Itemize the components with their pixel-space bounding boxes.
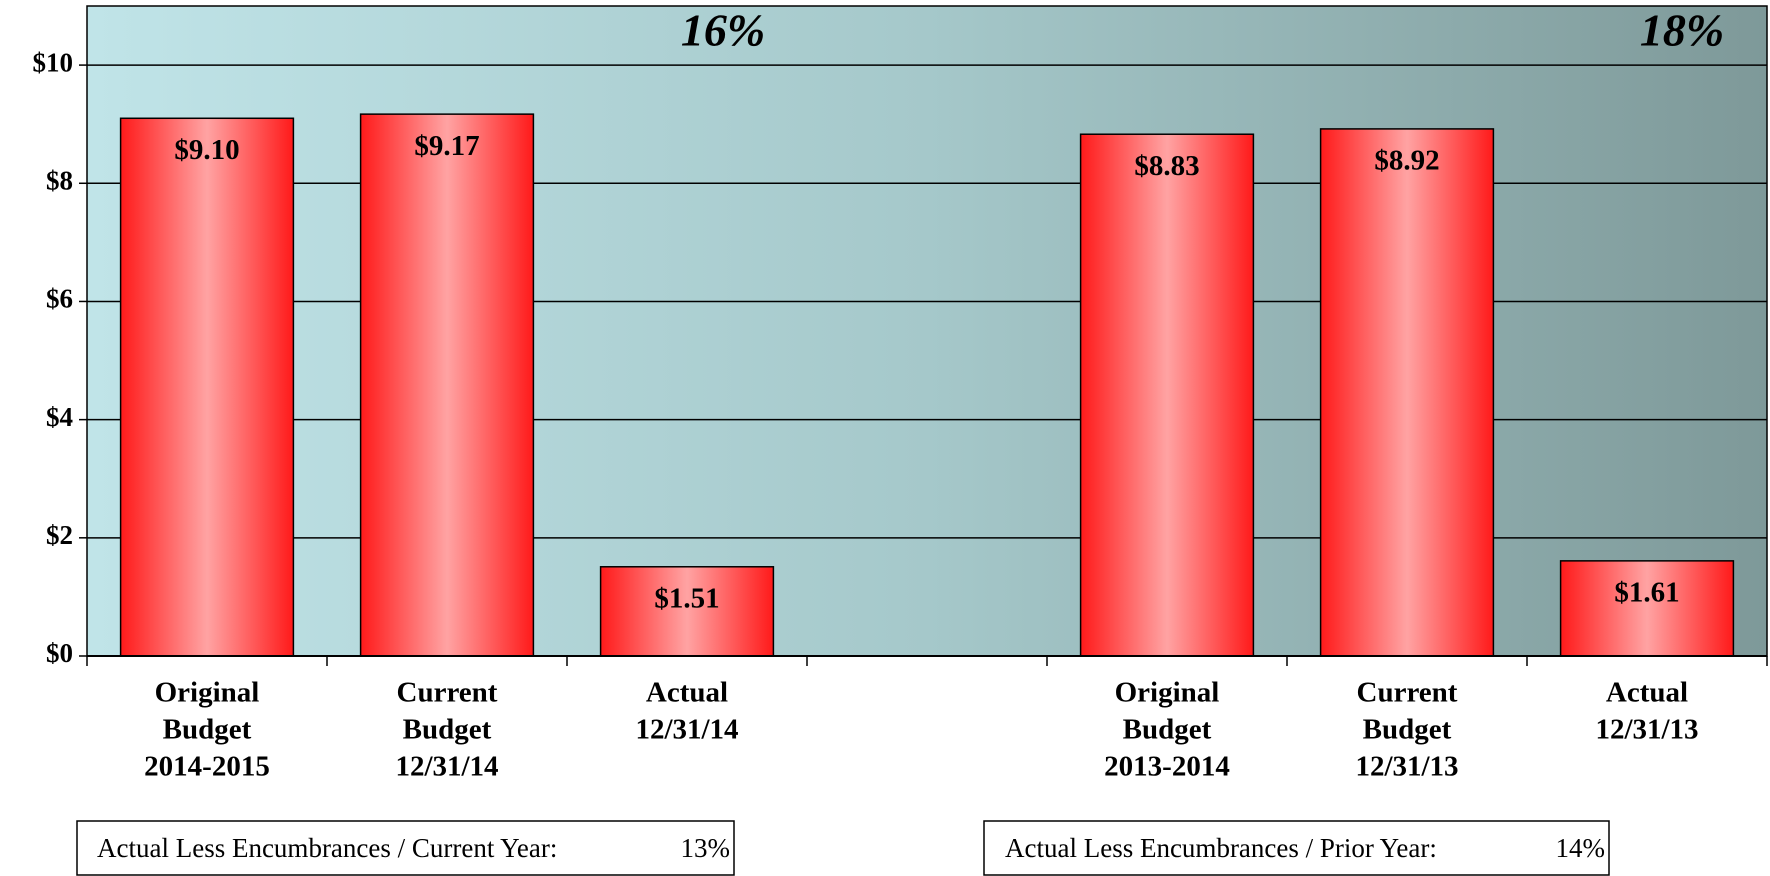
x-tick-label: 2013-2014: [1104, 751, 1230, 783]
value-label: $1.61: [1614, 577, 1679, 609]
x-tick-label: Current: [1357, 677, 1458, 709]
note-value: 13%: [681, 833, 731, 863]
y-tick-label: $6: [46, 284, 73, 314]
value-label: $9.10: [174, 134, 239, 166]
x-tick-label: Actual: [1606, 677, 1688, 709]
x-tick-label: 12/31/13: [1355, 751, 1458, 783]
x-tick-label: Budget: [403, 714, 492, 746]
x-tick-label: 2014-2015: [144, 751, 270, 783]
x-tick-label: 12/31/13: [1595, 714, 1698, 746]
x-tick-label: Original: [155, 677, 260, 709]
y-tick-label: $0: [46, 638, 73, 668]
x-tick-label: Current: [397, 677, 498, 709]
x-tick-label: Budget: [1363, 714, 1452, 746]
x-tick-label: Budget: [163, 714, 252, 746]
note-label: Actual Less Encumbrances / Current Year:: [97, 833, 557, 863]
y-tick-label: $4: [46, 402, 73, 432]
note-box: [983, 820, 1610, 876]
note-box: [76, 820, 735, 876]
x-tick-label: Original: [1115, 677, 1220, 709]
x-tick-label: 12/31/14: [395, 751, 498, 783]
value-label: $8.92: [1374, 145, 1439, 177]
bar: [1079, 133, 1255, 657]
y-tick-label: $10: [33, 47, 74, 77]
x-tick-label: 12/31/14: [635, 714, 738, 746]
annotation: 16%: [681, 5, 765, 56]
note-label: Actual Less Encumbrances / Prior Year:: [1005, 833, 1437, 863]
bar: [119, 117, 295, 657]
value-label: $8.83: [1134, 150, 1199, 182]
y-tick-label: $8: [46, 165, 73, 195]
x-tick-label: Actual: [646, 677, 728, 709]
y-tick-label: $2: [46, 520, 73, 550]
x-tick-label: Budget: [1123, 714, 1212, 746]
bar: [1319, 128, 1495, 657]
bar: [1559, 560, 1735, 657]
bar: [599, 566, 775, 657]
bar: [359, 113, 535, 657]
value-label: $9.17: [414, 130, 479, 162]
note-value: 14%: [1556, 833, 1606, 863]
plot-area: [86, 5, 1768, 657]
value-label: $1.51: [654, 582, 719, 614]
annotation: 18%: [1640, 5, 1724, 56]
